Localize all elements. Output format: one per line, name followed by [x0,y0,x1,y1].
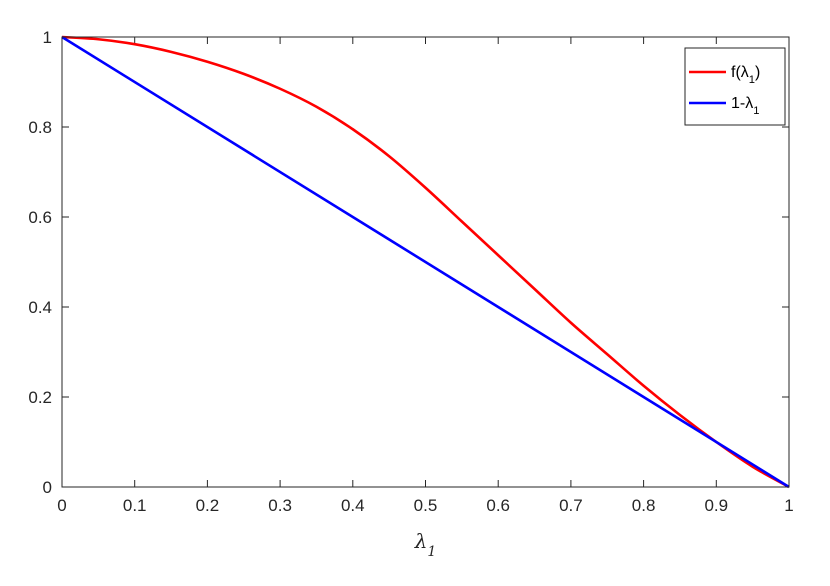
x-tick-label: 0 [57,496,66,515]
legend: f(λ1) 1-λ1 [684,47,786,126]
x-tick-label: 0.4 [341,496,365,515]
y-tick-label: 0.6 [28,208,52,227]
series-lines [61,35,790,489]
series-line-2 [61,35,790,489]
y-tick-label: 0.2 [28,388,52,407]
legend-label-1: f(λ1) [731,64,760,86]
y-tick-label: 0.8 [28,118,52,137]
x-axis-label: λ1 [414,529,437,560]
plot-frame [61,36,790,488]
x-tick-label: 0.6 [486,496,510,515]
legend-label-2: 1-λ1 [731,95,759,117]
x-tick-label: 0.5 [414,496,438,515]
x-tick-label: 0.7 [559,496,583,515]
y-tick-label: 1 [43,28,52,47]
tick-labels: 0 0.1 0.2 0.3 0.4 0.5 0.6 0.7 0.8 0.9 1 0 0.2 0.4 0.6 0… [28,28,793,515]
x-tick-label: 0.2 [196,496,220,515]
x-tick-label: 0.1 [123,496,147,515]
y-tick-label: 0.4 [28,298,52,317]
x-tick-label: 1 [784,496,793,515]
legend-box [684,47,786,126]
x-tick-label: 0.9 [704,496,728,515]
y-tick-label: 0 [43,478,52,497]
series-line-1 [61,35,790,489]
x-tick-label: 0.8 [632,496,656,515]
x-tick-label: 0.3 [268,496,292,515]
